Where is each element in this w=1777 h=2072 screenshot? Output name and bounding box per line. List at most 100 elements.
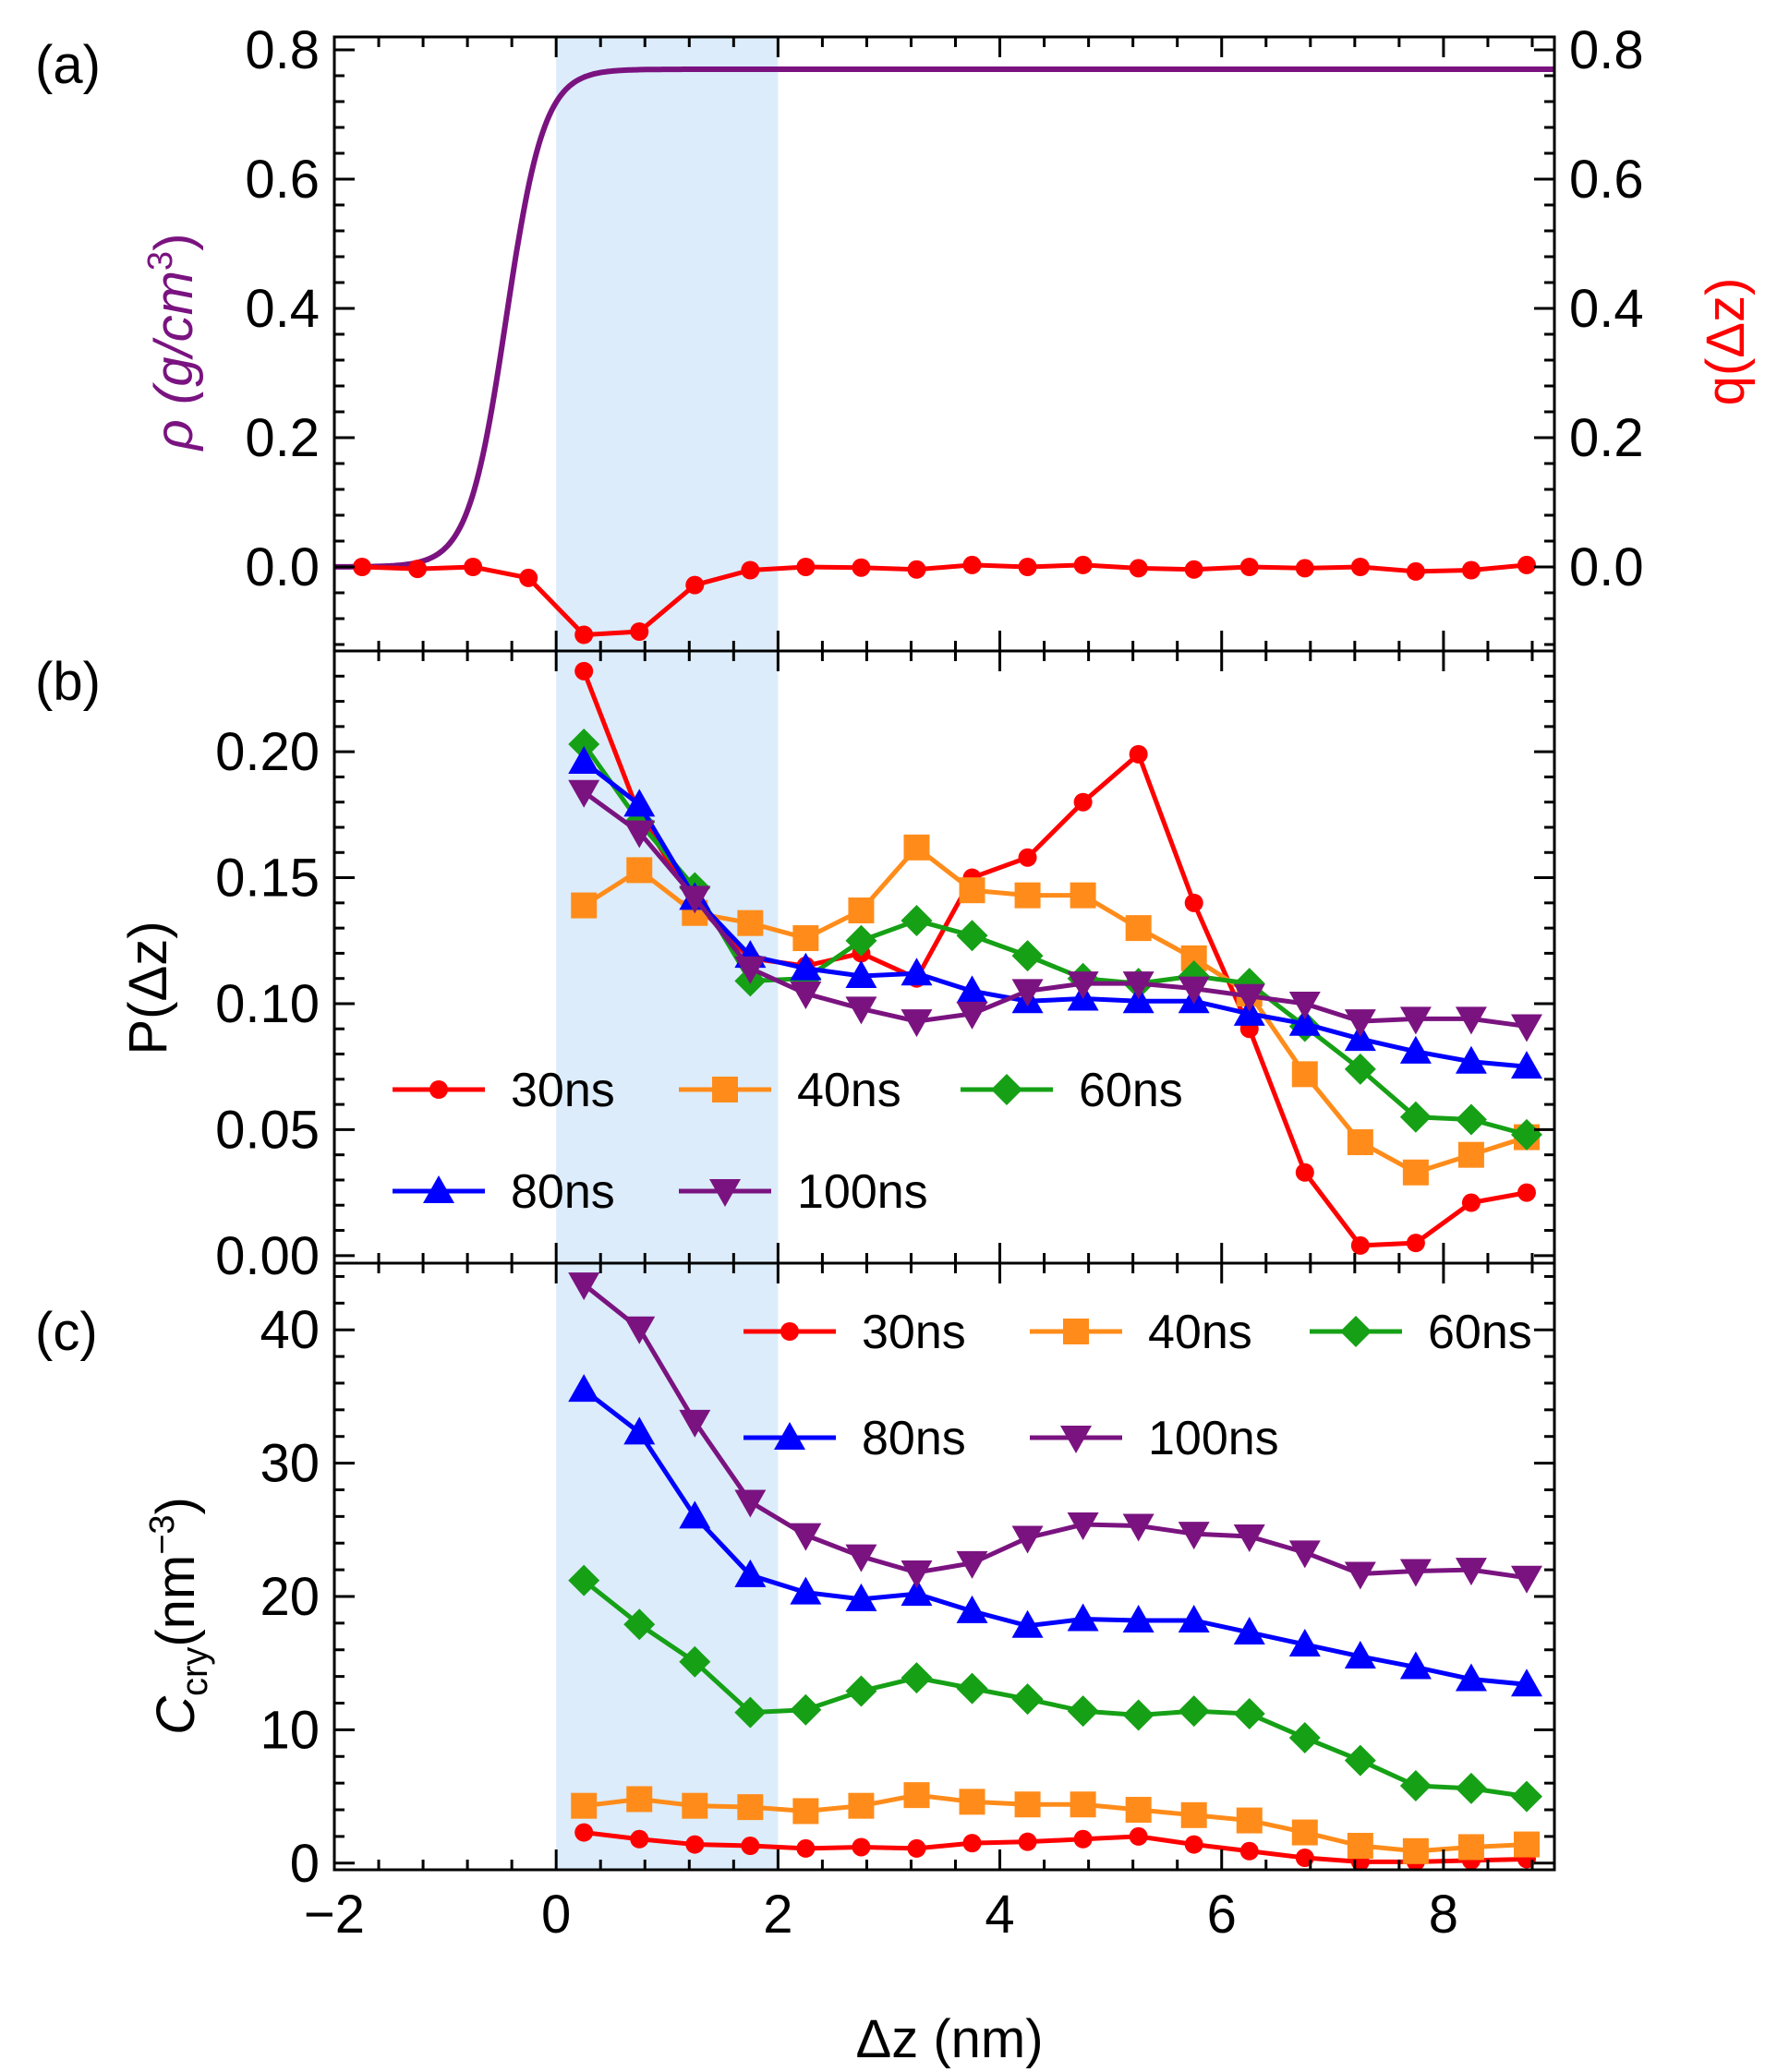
data-point-40ns (571, 892, 598, 919)
data-point-30ns (1406, 1234, 1425, 1253)
data-point-q (962, 555, 982, 574)
data-point-40ns (1513, 1831, 1540, 1858)
data-point-80ns (1455, 1663, 1487, 1692)
data-point-30ns (1239, 1841, 1259, 1861)
legend-label-80ns: 80ns (862, 1412, 966, 1465)
data-point-80ns (956, 1595, 988, 1623)
data-point-30ns (1461, 1193, 1481, 1212)
data-layer (334, 66, 1554, 1872)
data-point-60ns (1455, 1772, 1487, 1804)
data-point-100ns (623, 1316, 656, 1344)
data-point-q (1461, 560, 1481, 580)
data-point-40ns (1070, 1791, 1096, 1818)
data-point-100ns (1067, 971, 1099, 1000)
data-point-100ns (1288, 991, 1321, 1019)
data-point-q (1018, 558, 1037, 576)
data-point-100ns (956, 1001, 988, 1030)
data-point-40ns (903, 834, 930, 861)
x-tick-label: 8 (1429, 1885, 1458, 1945)
data-point-100ns (679, 1409, 711, 1438)
data-point-100ns (734, 1489, 767, 1518)
data-point-80ns (568, 746, 600, 775)
y-tick-label: 0.4 (245, 279, 320, 339)
data-point-30ns (1018, 848, 1037, 867)
data-point-80ns (1178, 1604, 1210, 1632)
data-point-60ns (956, 920, 988, 952)
data-point-80ns (1122, 1604, 1154, 1632)
data-point-30ns (796, 1838, 816, 1858)
x-tick-label: 2 (763, 1885, 792, 1945)
data-point-40ns (848, 1792, 875, 1819)
data-point-100ns (1399, 1006, 1432, 1035)
data-point-30ns (685, 1835, 705, 1854)
data-point-100ns (1011, 1525, 1044, 1554)
data-point-q (1129, 559, 1148, 578)
series-line-100ns (582, 1283, 1528, 1581)
data-point-80ns (845, 1583, 877, 1611)
data-point-60ns (734, 1696, 767, 1729)
legend-marker-40ns (1063, 1319, 1089, 1344)
data-point-40ns (792, 925, 819, 952)
legend-marker-100ns (1060, 1426, 1092, 1453)
data-point-100ns (845, 1544, 877, 1572)
y-tick-label: 20 (260, 1567, 320, 1627)
data-point-80ns (1233, 1616, 1265, 1644)
data-point-100ns (1344, 1009, 1376, 1038)
y-tick-label: 40 (260, 1300, 320, 1360)
data-point-80ns (901, 958, 933, 986)
panel-label-a: (a) (35, 35, 101, 95)
data-point-100ns (1011, 979, 1044, 1007)
data-point-30ns (1129, 744, 1148, 764)
data-point-40ns (1347, 1129, 1373, 1156)
shaded-region-a (556, 37, 779, 651)
data-point-30ns (1073, 792, 1093, 812)
data-point-60ns (1011, 940, 1044, 972)
data-point-60ns (1122, 1699, 1154, 1731)
y-tick-label: 0.20 (215, 722, 320, 782)
data-point-40ns (1125, 915, 1152, 942)
data-point-60ns (1455, 1103, 1487, 1136)
data-point-80ns (1344, 1640, 1376, 1668)
data-point-60ns (1011, 1683, 1044, 1716)
data-point-100ns (1178, 1522, 1210, 1550)
data-point-40ns (1236, 1807, 1263, 1834)
panel-label-b: (b) (35, 652, 101, 712)
y-tick-label: 0.8 (245, 20, 320, 80)
data-point-100ns (1067, 1512, 1099, 1541)
legend-marker-80ns (423, 1175, 454, 1203)
data-point-30ns (1350, 1235, 1370, 1255)
data-point-40ns (959, 877, 985, 904)
legend-label-30ns: 30ns (862, 1306, 966, 1359)
data-point-100ns (845, 996, 877, 1025)
data-point-40ns (1070, 882, 1096, 909)
legend-label-30ns: 30ns (511, 1064, 615, 1117)
data-point-60ns (1288, 1722, 1321, 1754)
axes-frame-a (332, 35, 1556, 653)
data-point-40ns (1457, 1141, 1484, 1168)
legend-label-100ns: 100ns (797, 1165, 928, 1219)
data-point-40ns (626, 857, 653, 884)
data-point-80ns (623, 789, 656, 817)
data-point-40ns (1457, 1834, 1484, 1861)
y-axis-label-probability: P(Δz) (118, 921, 178, 1054)
data-point-100ns (1455, 1558, 1487, 1586)
data-point-q (408, 560, 428, 579)
data-point-40ns (737, 1794, 764, 1821)
y-axis-label-density: ρ (g/cm3) (141, 234, 204, 452)
data-point-q (353, 558, 372, 576)
data-point-100ns (1122, 971, 1154, 1000)
series-line-30ns (583, 1830, 1528, 1864)
data-point-100ns (1233, 1524, 1265, 1553)
y-tick-label: 0.00 (215, 1226, 320, 1286)
data-point-40ns (1402, 1159, 1429, 1186)
data-point-100ns (1122, 1513, 1154, 1542)
legend-label-40ns: 40ns (1148, 1306, 1252, 1359)
data-point-q (1406, 561, 1425, 581)
data-point-80ns (790, 952, 822, 981)
data-point-q (1350, 558, 1370, 576)
legend-marker-40ns (712, 1077, 738, 1102)
data-point-40ns (1125, 1797, 1152, 1824)
data-point-30ns (574, 1823, 594, 1842)
data-point-80ns (1288, 1007, 1321, 1036)
data-point-100ns (1233, 983, 1265, 1012)
